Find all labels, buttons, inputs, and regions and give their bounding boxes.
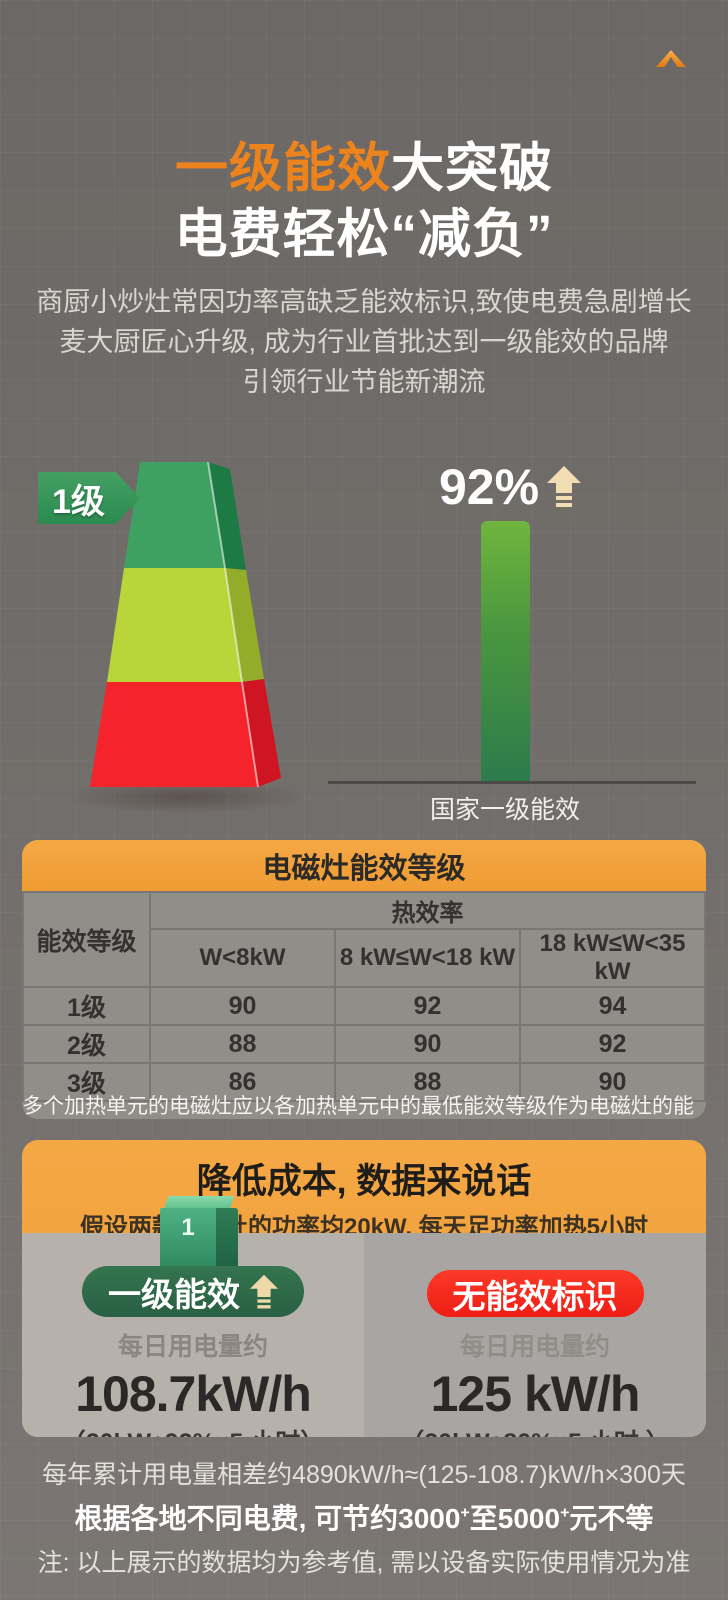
table-title: 电磁灶能效等级 — [22, 840, 706, 891]
page-title: 一级能效大突破 — [0, 126, 728, 202]
value-cell: 88 — [334, 1062, 521, 1102]
table-col-header: 18 kW≤W<35 kW — [519, 928, 706, 988]
rank-box-side — [216, 1208, 238, 1268]
cost-column-level1: 1 一级能效 每日用电量约 108.7kW/h （20kW÷92%×5 小时） — [22, 1196, 364, 1437]
energy-pyramid-illustration — [80, 458, 296, 790]
table-col-header: 8 kW≤W<18 kW — [334, 928, 521, 988]
up-boost-icon — [250, 1274, 278, 1308]
level-1-badge: 1级 — [38, 472, 140, 524]
page-subtitle: 电费轻松“减负” — [174, 205, 554, 264]
level1-badge-pill: 一级能效 — [82, 1266, 304, 1317]
efficiency-bar — [481, 521, 530, 782]
value-cell: 92 — [334, 986, 521, 1026]
usage-formula: （20kW÷80%×5 小时 ） — [364, 1423, 706, 1437]
level1-badge-label: 一级能效 — [108, 1275, 240, 1313]
daily-usage-label: 每日用电量约 — [459, 1333, 610, 1361]
chart-baseline — [328, 781, 696, 784]
value-cell: 92 — [519, 1024, 706, 1064]
up-boost-icon — [547, 466, 582, 507]
savings-text: 至5000 — [469, 1503, 561, 1534]
cost-column-nolabel: 无能效标识 每日用电量约 125 kW/h （20kW÷80%×5 小时 ） — [364, 1233, 706, 1437]
energy-pyramid-svg — [90, 461, 281, 788]
level-cell: 1级 — [22, 986, 151, 1026]
title-rest: 大突破 — [391, 139, 553, 198]
cost-comparison-card: 降低成本, 数据来说话 假设两款大锅灶的功率均20kW, 每天足功率加热5小时 … — [22, 1140, 706, 1437]
table-col-header: W<8kW — [149, 928, 336, 988]
level-cell: 2级 — [22, 1024, 151, 1064]
intro-paragraph: 商厨小炒灶常因功率高缺乏能效标识,致使电费急剧增长 麦大厨匠心升级, 成为行业首… — [0, 282, 728, 402]
cost-card-title: 降低成本, 数据来说话 — [196, 1162, 532, 1201]
usage-formula: （20kW÷92%×5 小时） — [22, 1423, 364, 1437]
table-row: 3级 86 88 90 — [22, 1062, 706, 1102]
plus-sup: + — [460, 1504, 470, 1522]
no-label-badge-pill: 无能效标识 — [426, 1270, 644, 1317]
bar-category-label: 国家一级能效 — [429, 796, 580, 824]
daily-usage-label: 每日用电量约 — [117, 1333, 268, 1361]
daily-usage-value: 125 kW/h — [430, 1366, 641, 1422]
value-cell: 90 — [334, 1024, 521, 1064]
value-cell: 94 — [519, 986, 706, 1026]
efficiency-table-card: 电磁灶能效等级 能效等级 热效率 W<8kW 8 kW≤W<18 kW 18 k… — [22, 840, 706, 1119]
savings-text: 根据各地不同电费, 可节约3000 — [74, 1503, 461, 1534]
value-cell: 90 — [519, 1062, 706, 1102]
table-row: 1级 90 92 94 — [22, 986, 706, 1026]
table-col-group-header: 热效率 — [149, 891, 706, 930]
savings-line: 根据各地不同电费, 可节约3000+至5000+元不等 — [0, 1497, 728, 1537]
value-cell: 90 — [149, 986, 336, 1026]
intro-line: 商厨小炒灶常因功率高缺乏能效标识,致使电费急剧增长 — [36, 287, 692, 317]
collapse-up-icon[interactable] — [656, 50, 686, 67]
bar-value-row: 92% — [420, 458, 600, 516]
rank-1-box-illustration: 1 — [160, 1196, 238, 1268]
rank-box-front: 1 — [160, 1208, 216, 1268]
annual-diff-line: 每年累计用电量相差约4890kW/h≈(125-108.7)kW/h×300天 — [42, 1461, 686, 1489]
savings-text: 元不等 — [569, 1503, 654, 1534]
cost-columns: 1 一级能效 每日用电量约 108.7kW/h （20kW÷92%×5 小时） … — [22, 1196, 706, 1437]
title-highlight: 一级能效 — [175, 139, 391, 198]
level-1-badge-label: 1级 — [52, 482, 105, 521]
table-row-header: 能效等级 — [22, 891, 151, 988]
daily-usage-value: 108.7kW/h — [75, 1366, 312, 1422]
intro-line: 麦大厨匠心升级, 成为行业首批达到一级能效的品牌 — [59, 327, 669, 357]
bar-value-label: 92% — [438, 459, 540, 515]
value-cell: 86 — [149, 1062, 336, 1102]
intro-line: 引领行业节能新潮流 — [242, 367, 486, 397]
level-cell: 3级 — [22, 1062, 151, 1102]
footer-notes: 每年累计用电量相差约4890kW/h≈(125-108.7)kW/h×300天 … — [0, 1455, 728, 1579]
table-footnote: 多个加热单元的电磁灶应以各加热单元中的最低能效等级作为电磁灶的能效等级 — [22, 1095, 694, 1118]
no-label-badge-text: 无能效标识 — [452, 1277, 618, 1315]
cost-card-header: 降低成本, 数据来说话 假设两款大锅灶的功率均20kW, 每天足功率加热5小时 — [22, 1140, 706, 1241]
value-cell: 88 — [149, 1024, 336, 1064]
disclaimer-line: 注: 以上展示的数据均为参考值, 需以设备实际使用情况为准 — [37, 1549, 691, 1577]
efficiency-table: 能效等级 热效率 W<8kW 8 kW≤W<18 kW 18 kW≤W<35 k… — [22, 891, 706, 1102]
table-row: 2级 88 90 92 — [22, 1024, 706, 1064]
plus-sup: + — [560, 1504, 570, 1522]
